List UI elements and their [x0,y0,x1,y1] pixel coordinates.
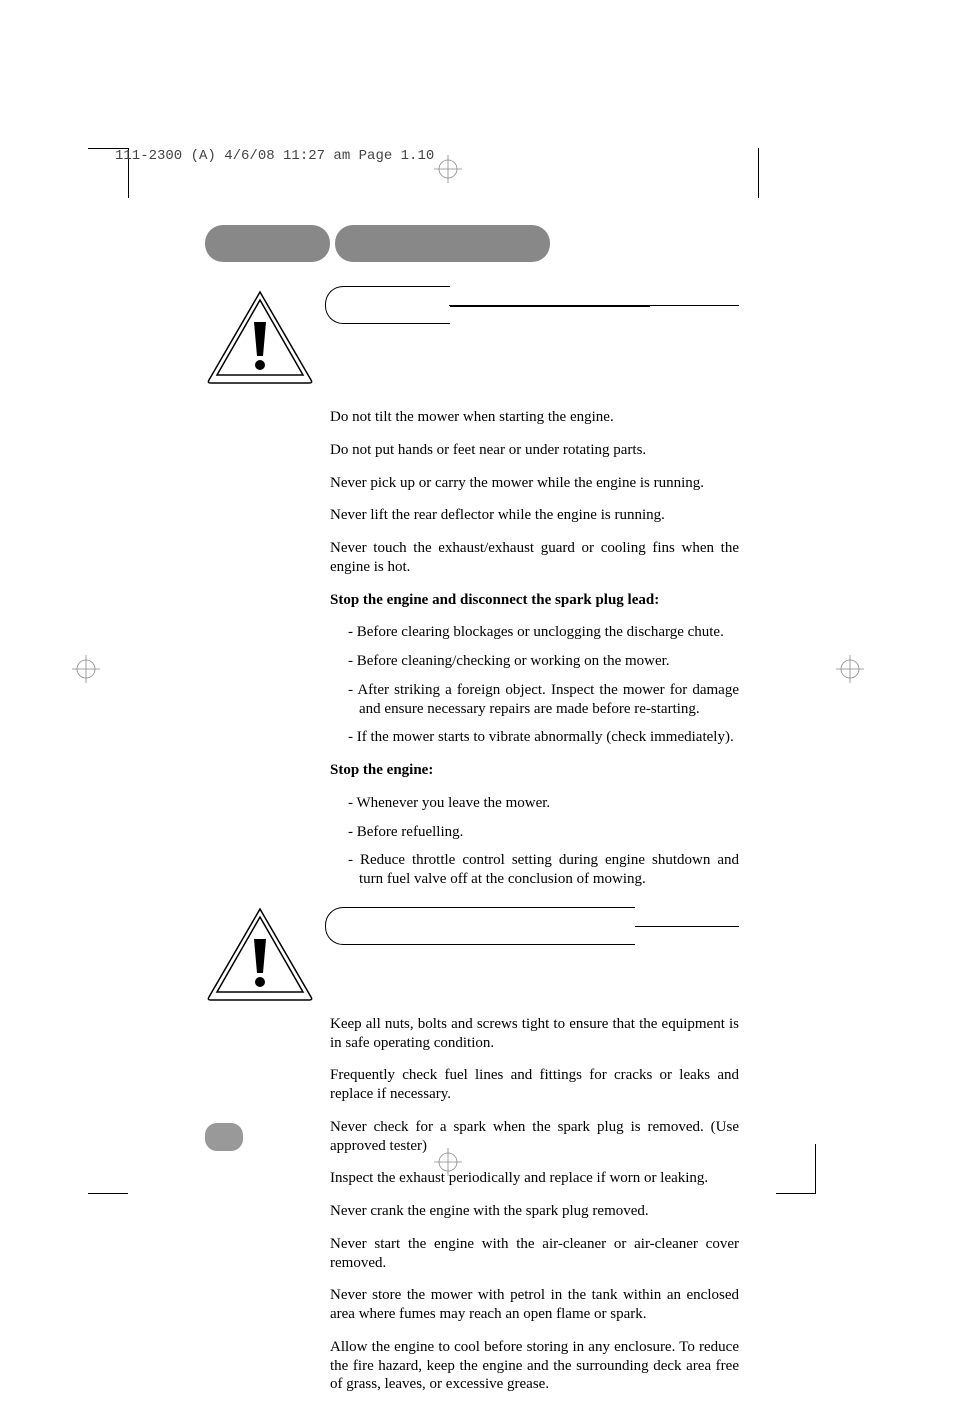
warning-triangle-icon [205,290,315,385]
body-text: Keep all nuts, bolts and screws tight to… [330,1015,739,1053]
body-text: Never lift the rear deflector while the … [330,506,739,525]
print-header: 111-2300 (A) 4/6/08 11:27 am Page 1.10 [115,148,434,164]
list-item: Whenever you leave the mower. [348,794,739,813]
crop-mark [758,148,759,198]
crop-mark [776,1193,816,1194]
list-item: Reduce throttle control setting during e… [348,851,739,889]
bullet-list: Whenever you leave the mower. Before ref… [348,794,739,889]
list-item: Before cleaning/checking or working on t… [348,652,739,671]
body-text: Frequently check fuel lines and fittings… [330,1066,739,1104]
registration-mark-icon [836,655,864,683]
maintenance-warning-header [205,907,739,1007]
callout-line [449,305,739,390]
list-item: Before clearing blockages or unclogging … [348,623,739,642]
body-text: Inspect the exhaust periodically and rep… [330,1169,739,1188]
body-text: Never check for a spark when the spark p… [330,1118,739,1156]
body-text: Allow the engine to cool before storing … [330,1338,739,1394]
registration-mark-icon [434,155,462,183]
callout-box [325,907,635,945]
crop-mark [815,1144,816,1194]
body-text: Never pick up or carry the mower while t… [330,474,739,493]
callout-box [325,286,450,324]
body-text: Never crank the engine with the spark pl… [330,1202,739,1221]
crop-mark [88,1193,128,1194]
body-text: Never touch the exhaust/exhaust guard or… [330,539,739,577]
subheading: Stop the engine and disconnect the spark… [330,591,739,610]
section-header-badges [205,225,550,262]
body-text: Never store the mower with petrol in the… [330,1286,739,1324]
subheading: Stop the engine: [330,761,739,780]
badge [335,225,550,262]
page-number-badge [205,1123,243,1151]
list-item: If the mower starts to vibrate abnormall… [348,728,739,747]
registration-mark-icon [72,655,100,683]
callout-line [635,926,739,945]
body-text: Do not tilt the mower when starting the … [330,408,739,427]
badge [205,225,330,262]
bullet-list: Before clearing blockages or unclogging … [348,623,739,747]
body-text: Do not put hands or feet near or under r… [330,441,739,460]
body-text: Never start the engine with the air-clea… [330,1235,739,1273]
warning-triangle-icon [205,907,315,1002]
list-item: After striking a foreign object. Inspect… [348,681,739,719]
list-item: Before refuelling. [348,823,739,842]
operation-warning-header [205,290,739,390]
